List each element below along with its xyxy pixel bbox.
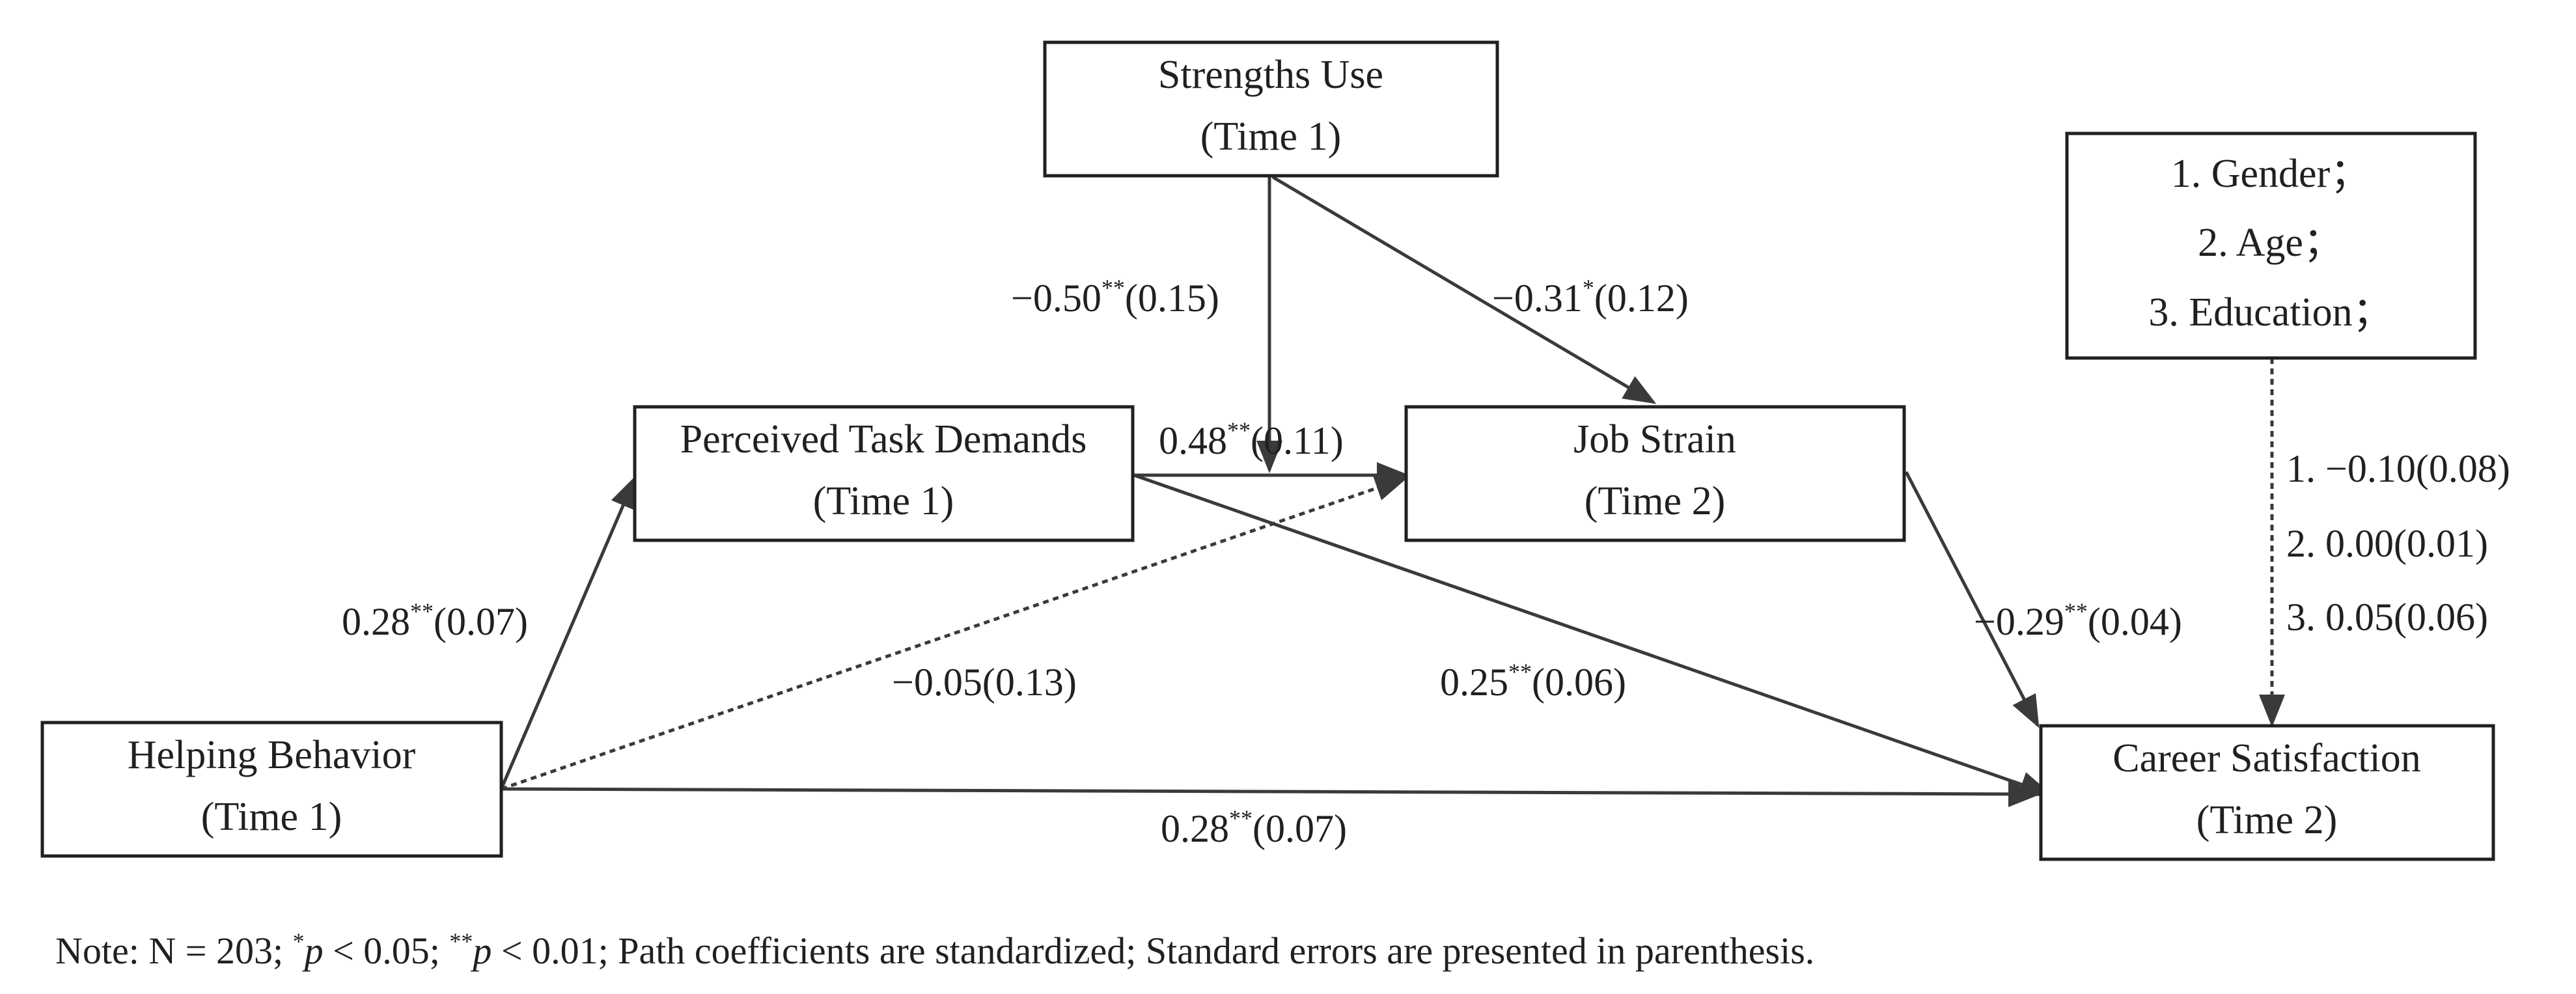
coef-control-age: 2. 0.00(0.01) [2286,522,2488,565]
coef-value: 0.28 [1161,807,1229,850]
coef-se: (0.07) [1253,807,1347,850]
path-ptd-to-career [1133,473,2053,797]
note-prefix: Note: N = 203; [55,930,293,972]
figure-note: Note: N = 203; *p < 0.05; **p < 0.01; Pa… [55,928,1814,972]
node-label-line2: (Time 2) [2196,798,2337,842]
coef-se: (0.15) [1125,277,1219,320]
control-gender: 1. Gender； [2171,152,2370,196]
node-label-line1: Perceived Task Demands [680,417,1087,462]
coef-se: (0.07) [434,600,528,643]
coef-sig: ** [410,598,434,624]
node-label-line2: (Time 2) [1585,479,1725,523]
coef-ptd-to-career: 0.25**(0.06) [1440,659,1626,704]
node-controls: 1. Gender； 2. Age； 3. Education； [2065,131,2477,360]
note-p1: p [302,930,324,972]
coef-value: 0.28 [342,600,410,643]
path-hb-to-jobstrain [501,475,1408,791]
note-p1-rest: < 0.05; [324,930,450,972]
note-sig2: ** [449,928,473,954]
coef-hb-to-jobstrain: −0.05(0.13) [892,661,1077,704]
path-hb-to-ptd [499,475,637,790]
coef-se: (0.12) [1594,277,1689,320]
coef-hb-to-ptd: 0.28**(0.07) [342,598,528,643]
coef-su-moderation: −0.50**(0.15) [1011,275,1219,320]
coef-control-education: 3. 0.05(0.06) [2286,596,2488,639]
control-age: 2. Age； [2198,221,2344,265]
coef-jobstrain-to-career: −0.29**(0.04) [1974,598,2182,643]
node-label-line1: Helping Behavior [128,733,416,777]
node-helping-behavior: Helping Behavior (Time 1) [40,721,503,858]
path-jobstrain-to-career [1904,471,2040,728]
coef-sig: ** [1101,275,1125,301]
coef-su-to-jobstrain: −0.31*(0.12) [1492,275,1689,320]
coef-value: 0.25 [1440,661,1508,704]
coef-value: 0.48 [1159,419,1227,462]
coef-sig: ** [1229,805,1253,831]
coef-se: (0.11) [1251,419,1344,462]
node-label-line1: Strengths Use [1158,53,1383,97]
coef-sig: * [1583,275,1594,301]
coef-se: (0.06) [1532,661,1626,704]
node-job-strain: Job Strain (Time 2) [1404,405,1906,542]
node-label-line2: (Time 1) [813,479,954,523]
node-career-satisfaction: Career Satisfaction (Time 2) [2039,724,2495,861]
node-strengths-use: Strengths Use (Time 1) [1043,40,1499,178]
coef-value: −0.50 [1011,277,1101,320]
coef-value: −0.31 [1492,277,1583,320]
node-label-line2: (Time 1) [1200,115,1341,159]
node-label-line2: (Time 1) [201,795,342,839]
node-label-line1: Job Strain [1573,417,1736,462]
path-su-to-jobstrain [1271,175,1657,404]
control-education: 3. Education； [2148,290,2392,335]
path-hb-to-career [501,780,2041,807]
coef-ptd-to-jobstrain: 0.48**(0.11) [1159,417,1344,462]
node-label-line1: Career Satisfaction [2112,736,2420,780]
coef-hb-to-career: 0.28**(0.07) [1161,805,1347,850]
coef-controls-to-career: 1. −0.10(0.08) 2. 0.00(0.01) 3. 0.05(0.0… [2286,447,2510,639]
coef-control-gender: 1. −0.10(0.08) [2286,447,2510,490]
note-p2: p [470,930,492,972]
coef-sig: ** [2064,598,2088,624]
coef-sig: ** [1227,417,1251,443]
note-sig1: * [293,928,305,954]
coef-se: (0.04) [2088,600,2182,643]
coef-value: −0.29 [1974,600,2064,643]
note-p2-rest: < 0.01; Path coefficients are standardiz… [492,930,1814,972]
node-perceived-task-demands: Perceived Task Demands (Time 1) [633,405,1135,542]
coef-sig: ** [1508,659,1532,685]
